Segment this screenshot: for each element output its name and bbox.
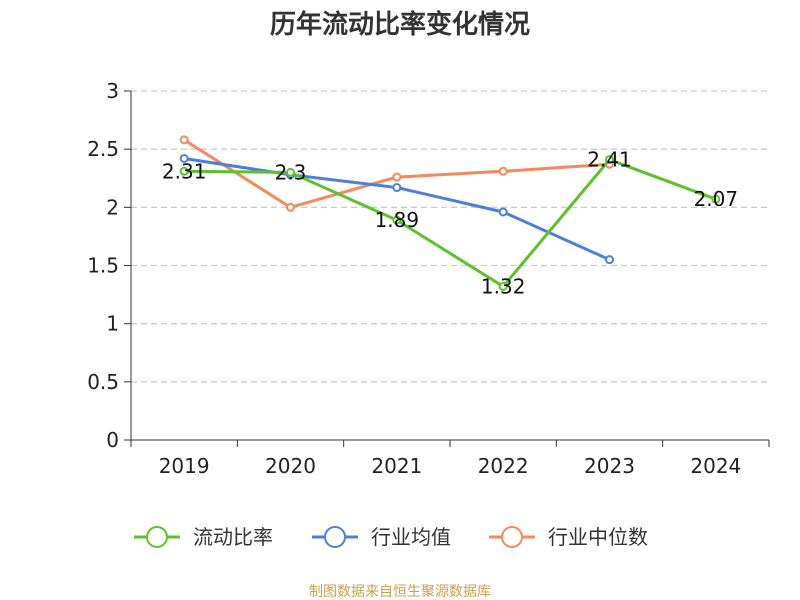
data-point[interactable] <box>392 172 402 182</box>
x-tick-label: 2021 <box>371 454 422 478</box>
x-tick-label: 2024 <box>690 454 741 478</box>
legend-marker-icon <box>146 526 168 548</box>
data-label: 1.32 <box>481 274 526 298</box>
y-tick-label: 2 <box>106 195 119 219</box>
data-point[interactable] <box>179 166 189 176</box>
data-point[interactable] <box>605 255 614 265</box>
y-tick-label: 0.5 <box>87 370 119 394</box>
chart-title: 历年流动比率变化情况 <box>270 9 530 40</box>
series-line <box>184 158 717 288</box>
data-point[interactable] <box>498 166 508 176</box>
x-tick-label: 2023 <box>584 454 635 478</box>
y-tick-label: 0 <box>106 428 119 452</box>
data-point[interactable] <box>286 167 295 177</box>
legend-item-1[interactable]: 行业均值 <box>312 525 451 549</box>
data-label: 2.07 <box>694 187 739 211</box>
data-point[interactable] <box>711 194 721 204</box>
legend-label: 流动比率 <box>193 525 273 549</box>
data-label: 2.41 <box>587 148 632 172</box>
legend-label: 行业中位数 <box>548 525 648 549</box>
y-tick-label: 1 <box>106 312 119 336</box>
source-note: 制图数据来自恒生聚源数据库 <box>309 584 491 600</box>
grid-lines <box>131 90 769 383</box>
data-point[interactable] <box>498 281 508 291</box>
legend[interactable]: 流动比率 行业均值 行业中位数 <box>134 525 648 549</box>
legend-item-0[interactable]: 流动比率 <box>134 525 273 549</box>
series-layer <box>179 135 721 291</box>
data-label: 2.31 <box>162 159 207 183</box>
legend-marker-icon <box>324 526 346 548</box>
legend-marker-icon <box>501 526 523 548</box>
y-tick-label: 1.5 <box>87 254 119 278</box>
data-point[interactable] <box>605 155 614 165</box>
axes: 0 0.5 1 1.5 2 2.5 3 2019 2020 2021 2022 2023 2024 <box>87 79 770 478</box>
x-tick-label: 2022 <box>478 454 529 478</box>
legend-item-2[interactable]: 行业中位数 <box>489 525 648 549</box>
y-tick-label: 3 <box>106 79 119 103</box>
data-point[interactable] <box>392 215 402 225</box>
y-tick-label: 2.5 <box>87 137 119 161</box>
data-point[interactable] <box>498 207 508 217</box>
data-point[interactable] <box>392 183 402 193</box>
x-tick-label: 2019 <box>159 454 210 478</box>
series-0 <box>179 155 721 291</box>
series-2 <box>179 135 614 212</box>
data-labels: 2.31 2.3 1.89 1.32 2.41 2.07 <box>162 148 738 299</box>
x-tick-label: 2020 <box>265 454 316 478</box>
data-label: 2.3 <box>275 160 307 184</box>
data-label: 1.89 <box>375 208 420 232</box>
data-point[interactable] <box>286 202 295 212</box>
legend-label: 行业均值 <box>371 525 451 549</box>
data-point[interactable] <box>179 153 189 163</box>
data-point[interactable] <box>179 135 189 145</box>
